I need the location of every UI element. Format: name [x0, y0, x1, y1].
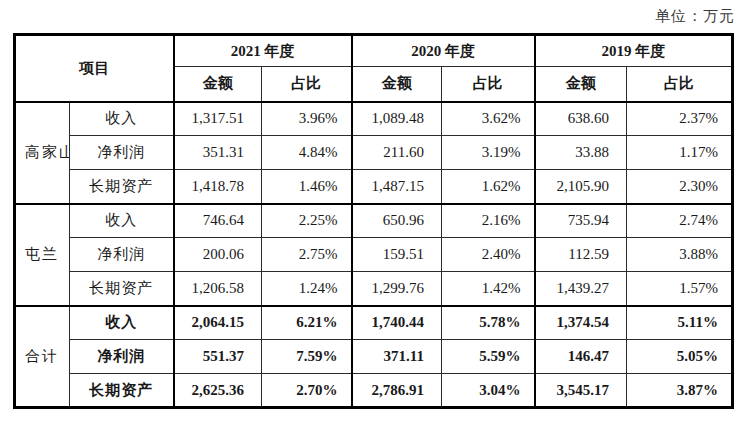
cell-ratio: 5.78%: [442, 306, 535, 340]
cell-amount: 1,439.27: [535, 272, 627, 306]
table-row: 净利润 200.06 2.75% 159.51 2.40% 112.59 3.8…: [15, 238, 733, 272]
cell-amount: 351.31: [174, 136, 262, 170]
cell-ratio: 7.59%: [262, 340, 352, 374]
cell-ratio: 3.19%: [442, 136, 535, 170]
cell-amount: 1,374.54: [535, 306, 627, 340]
cell-amount: 3,545.17: [535, 374, 627, 408]
cell-amount: 2,105.90: [535, 170, 627, 204]
table-row: 净利润 351.31 4.84% 211.60 3.19% 33.88 1.17…: [15, 136, 733, 170]
cell-amount: 650.96: [352, 204, 442, 238]
cell-amount: 146.47: [535, 340, 627, 374]
column-header-amount-2021: 金额: [174, 67, 262, 102]
column-header-year-2019: 2019 年度: [535, 35, 733, 67]
cell-amount: 1,206.58: [174, 272, 262, 306]
cell-amount: 1,317.51: [174, 102, 262, 136]
cell-ratio: 2.74%: [627, 204, 733, 238]
cell-amount: 200.06: [174, 238, 262, 272]
row-label: 收入: [70, 204, 174, 238]
column-header-ratio-2020: 占比: [442, 67, 535, 102]
column-header-amount-2020: 金额: [352, 67, 442, 102]
row-label: 净利润: [70, 136, 174, 170]
cell-ratio: 4.84%: [262, 136, 352, 170]
cell-ratio: 1.42%: [442, 272, 535, 306]
row-label: 长期资产: [70, 272, 174, 306]
cell-amount: 638.60: [535, 102, 627, 136]
cell-ratio: 5.59%: [442, 340, 535, 374]
cell-ratio: 5.11%: [627, 306, 733, 340]
column-header-year-2020: 2020 年度: [352, 35, 535, 67]
cell-amount: 371.11: [352, 340, 442, 374]
cell-ratio: 3.62%: [442, 102, 535, 136]
table-row: 长期资产 2,625.36 2.70% 2,786.91 3.04% 3,545…: [15, 374, 733, 408]
cell-amount: 2,064.15: [174, 306, 262, 340]
cell-amount: 2,625.36: [174, 374, 262, 408]
row-label: 长期资产: [70, 374, 174, 408]
cell-amount: 551.37: [174, 340, 262, 374]
cell-ratio: 1.46%: [262, 170, 352, 204]
cell-ratio: 1.24%: [262, 272, 352, 306]
row-label: 收入: [70, 306, 174, 340]
cell-amount: 211.60: [352, 136, 442, 170]
table-row: 长期资产 1,206.58 1.24% 1,299.76 1.42% 1,439…: [15, 272, 733, 306]
cell-amount: 33.88: [535, 136, 627, 170]
column-header-item: 项目: [15, 35, 174, 102]
header-row-years: 项目 2021 年度 2020 年度 2019 年度: [15, 35, 733, 67]
cell-amount: 1,487.15: [352, 170, 442, 204]
row-label: 收入: [70, 102, 174, 136]
cell-amount: 159.51: [352, 238, 442, 272]
cell-amount: 1,418.78: [174, 170, 262, 204]
cell-ratio: 1.17%: [627, 136, 733, 170]
cell-amount: 1,299.76: [352, 272, 442, 306]
cell-amount: 112.59: [535, 238, 627, 272]
row-label: 净利润: [70, 340, 174, 374]
cell-ratio: 3.04%: [442, 374, 535, 408]
cell-ratio: 3.88%: [627, 238, 733, 272]
cell-ratio: 3.87%: [627, 374, 733, 408]
cell-amount: 735.94: [535, 204, 627, 238]
row-label: 净利润: [70, 238, 174, 272]
table-row: 合计 收入 2,064.15 6.21% 1,740.44 5.78% 1,37…: [15, 306, 733, 340]
table-row: 屯兰 收入 746.64 2.25% 650.96 2.16% 735.94 2…: [15, 204, 733, 238]
table-row: 高家山 收入 1,317.51 3.96% 1,089.48 3.62% 638…: [15, 102, 733, 136]
cell-amount: 1,089.48: [352, 102, 442, 136]
cell-ratio: 2.25%: [262, 204, 352, 238]
cell-ratio: 2.40%: [442, 238, 535, 272]
group-label-tunlan: 屯兰: [15, 204, 70, 306]
cell-ratio: 2.37%: [627, 102, 733, 136]
financial-table: 项目 2021 年度 2020 年度 2019 年度 金额 占比 金额 占比 金…: [13, 33, 734, 409]
document-page: 单位：万元 项目 2021 年度 2020 年度 2019 年度 金额 占比 金…: [0, 0, 744, 421]
column-header-amount-2019: 金额: [535, 67, 627, 102]
group-label-total: 合计: [15, 306, 70, 408]
cell-ratio: 1.57%: [627, 272, 733, 306]
table-row: 长期资产 1,418.78 1.46% 1,487.15 1.62% 2,105…: [15, 170, 733, 204]
table-row: 净利润 551.37 7.59% 371.11 5.59% 146.47 5.0…: [15, 340, 733, 374]
column-header-year-2021: 2021 年度: [174, 35, 352, 67]
cell-ratio: 1.62%: [442, 170, 535, 204]
cell-ratio: 2.70%: [262, 374, 352, 408]
cell-ratio: 3.96%: [262, 102, 352, 136]
cell-ratio: 2.30%: [627, 170, 733, 204]
cell-ratio: 2.75%: [262, 238, 352, 272]
column-header-ratio-2019: 占比: [627, 67, 733, 102]
column-header-ratio-2021: 占比: [262, 67, 352, 102]
cell-ratio: 2.16%: [442, 204, 535, 238]
cell-amount: 1,740.44: [352, 306, 442, 340]
unit-label: 单位：万元: [655, 7, 735, 26]
cell-ratio: 5.05%: [627, 340, 733, 374]
cell-ratio: 6.21%: [262, 306, 352, 340]
row-label: 长期资产: [70, 170, 174, 204]
group-label-gaojiashan: 高家山: [15, 102, 70, 204]
cell-amount: 746.64: [174, 204, 262, 238]
cell-amount: 2,786.91: [352, 374, 442, 408]
